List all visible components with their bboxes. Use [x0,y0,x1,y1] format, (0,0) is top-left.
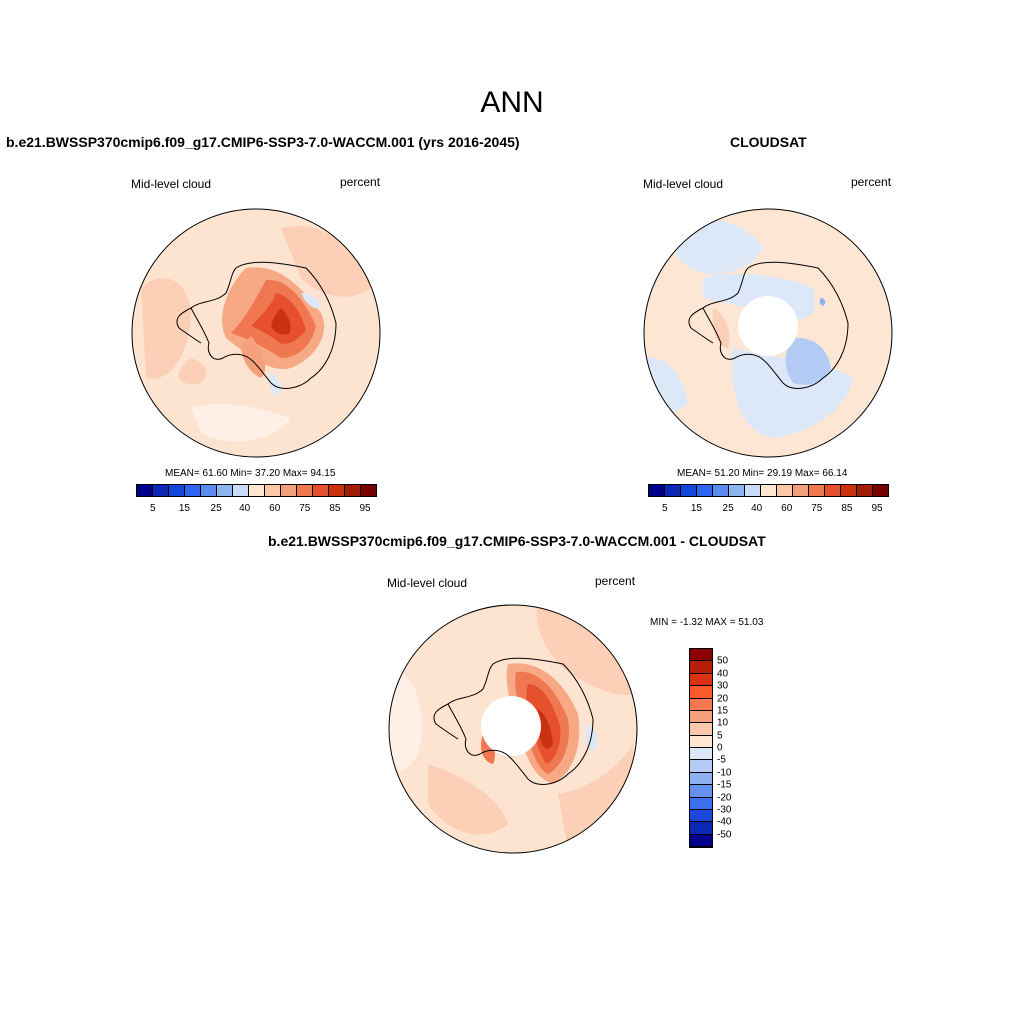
colorbar-swatch [312,484,329,497]
colorbar-swatch [664,484,681,497]
colorbar-tick-label: -20 [717,792,732,803]
colorbar-swatch [712,484,729,497]
colorbar-swatch [856,484,873,497]
colorbar-tick-label: 25 [722,503,734,514]
panel2-title: CLOUDSAT [730,134,807,150]
colorbar-tick-label: 50 [717,655,729,667]
colorbar-swatch [690,822,712,835]
colorbar-tick-label: 20 [717,693,729,704]
colorbar-swatch [690,686,712,699]
panel3-units-label: percent [595,574,636,588]
colorbar-swatch [690,661,712,674]
colorbar-swatch [690,748,712,761]
panel3-colorbar-labels: 50 40 30 20 15 10 5 0 -5 -10 -15 -20 -30 -40 -50 [717,648,747,848]
colorbar-tick-label: 60 [269,503,281,514]
colorbar-swatch [690,834,712,847]
colorbar-tick-label: 95 [871,503,883,514]
colorbar-tick-label: 5 [717,730,723,742]
colorbar-swatch [690,797,712,810]
colorbar-swatch [792,484,809,497]
panel1-colorbar [136,484,377,497]
colorbar-swatch [248,484,265,497]
colorbar-swatch [776,484,793,497]
colorbar-tick-label: 25 [210,503,222,514]
panel2-units-label: percent [851,175,892,189]
colorbar-tick-label: 40 [239,503,251,514]
panel1-title: b.e21.BWSSP370cmip6.f09_g17.CMIP6-SSP3-7… [6,134,520,150]
colorbar-tick-label: -40 [717,816,732,828]
colorbar-swatch [690,649,712,662]
colorbar-swatch [344,484,361,497]
colorbar-swatch [648,484,665,497]
colorbar-tick-label: 85 [329,503,341,514]
colorbar-swatch [690,735,712,748]
colorbar-tick-label: 0 [717,742,723,754]
colorbar-tick-label: 60 [781,503,793,514]
colorbar-swatch [690,673,712,687]
colorbar-tick-label: 75 [811,503,823,514]
colorbar-swatch [696,484,713,497]
panel1-stats: MEAN= 61.60 Min= 37.20 Max= 94.15 [165,468,336,479]
colorbar-swatch [280,484,297,497]
colorbar-swatch [728,484,745,497]
panel2-colorbar-labels: 5 15 25 40 60 75 85 95 [648,503,888,515]
panel2-polar-map [643,208,893,458]
colorbar-swatch [360,484,377,497]
colorbar-swatch [136,484,153,497]
colorbar-tick-label: 40 [717,668,729,680]
panel3-variable-label: Mid-level cloud [387,576,468,590]
colorbar-swatch [200,484,217,497]
colorbar-swatch [152,484,169,497]
colorbar-tick-label: 15 [690,503,702,514]
colorbar-swatch [840,484,857,497]
colorbar-tick-label: 30 [717,680,729,692]
colorbar-tick-label: 15 [178,503,190,514]
panel3-title: b.e21.BWSSP370cmip6.f09_g17.CMIP6-SSP3-7… [268,533,766,549]
colorbar-swatch [690,710,712,724]
colorbar-tick-label: -15 [717,779,732,791]
panel1-polar-map [131,208,381,458]
colorbar-tick-label: 75 [299,503,311,514]
colorbar-swatch [216,484,233,497]
colorbar-swatch [690,760,712,773]
panel3-polar-map [388,604,638,854]
colorbar-tick-label: -50 [717,829,732,841]
colorbar-tick-label: 15 [717,705,729,717]
colorbar-swatch [690,698,712,711]
panel1-colorbar-labels: 5 15 25 40 60 75 85 95 [136,503,376,515]
colorbar-tick-label: 40 [751,503,763,514]
main-title: ANN [480,86,544,119]
colorbar-tick-label: 5 [149,503,156,514]
colorbar-tick-label: -5 [717,754,726,766]
colorbar-swatch [690,772,712,786]
colorbar-swatch [760,484,777,497]
colorbar-swatch [184,484,201,497]
colorbar-swatch [264,484,281,497]
colorbar-swatch [690,809,712,823]
colorbar-swatch [744,484,761,497]
panel1-units-label: percent [340,175,381,189]
colorbar-swatch [328,484,345,497]
panel3-stats: MIN = -1.32 MAX = 51.03 [650,617,764,628]
colorbar-tick-label: -10 [717,767,732,779]
colorbar-swatch [232,484,249,497]
colorbar-tick-label: 85 [841,503,853,514]
colorbar-tick-label: -30 [717,804,732,816]
panel3-colorbar [689,648,713,848]
panel1-variable-label: Mid-level cloud [131,177,212,191]
panel2-variable-label: Mid-level cloud [643,177,724,191]
colorbar-swatch [872,484,889,497]
colorbar-tick-label: 10 [717,717,729,729]
panel2-colorbar [648,484,889,497]
colorbar-tick-label: 95 [359,503,371,514]
colorbar-tick-label: 5 [661,503,668,514]
colorbar-swatch [690,723,712,736]
colorbar-swatch [808,484,825,497]
colorbar-swatch [680,484,697,497]
panel2-stats: MEAN= 51.20 Min= 29.19 Max= 66.14 [677,468,848,479]
colorbar-swatch [824,484,841,497]
colorbar-swatch [296,484,313,497]
colorbar-swatch [168,484,185,497]
colorbar-swatch [690,785,712,798]
